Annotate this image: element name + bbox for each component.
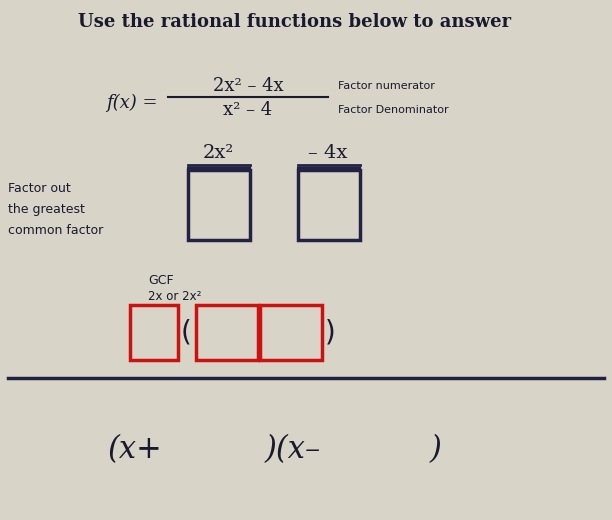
Bar [188, 170, 250, 240]
Text: (: ( [181, 318, 192, 346]
Text: 2x or 2x²: 2x or 2x² [148, 290, 201, 303]
Text: (x+: (x+ [108, 435, 163, 465]
Bar [298, 170, 360, 240]
Bar [130, 305, 178, 360]
Text: ): ) [324, 318, 335, 346]
Text: x² – 4: x² – 4 [223, 101, 272, 119]
Text: 2x² – 4x: 2x² – 4x [213, 77, 283, 95]
Bar [260, 305, 322, 360]
Text: Factor out
the greatest
common factor: Factor out the greatest common factor [8, 183, 103, 238]
Text: Use the rational functions below to answer: Use the rational functions below to answ… [78, 13, 512, 31]
Text: Factor numerator: Factor numerator [338, 81, 435, 91]
Text: – 4x: – 4x [308, 144, 348, 162]
Text: Factor Denominator: Factor Denominator [338, 105, 449, 115]
Bar [196, 305, 258, 360]
Text: ): ) [430, 435, 442, 465]
Text: GCF: GCF [148, 274, 174, 287]
Text: 2x²: 2x² [203, 144, 234, 162]
Text: )(x–: )(x– [265, 435, 321, 465]
Text: f(x) =: f(x) = [106, 94, 158, 112]
